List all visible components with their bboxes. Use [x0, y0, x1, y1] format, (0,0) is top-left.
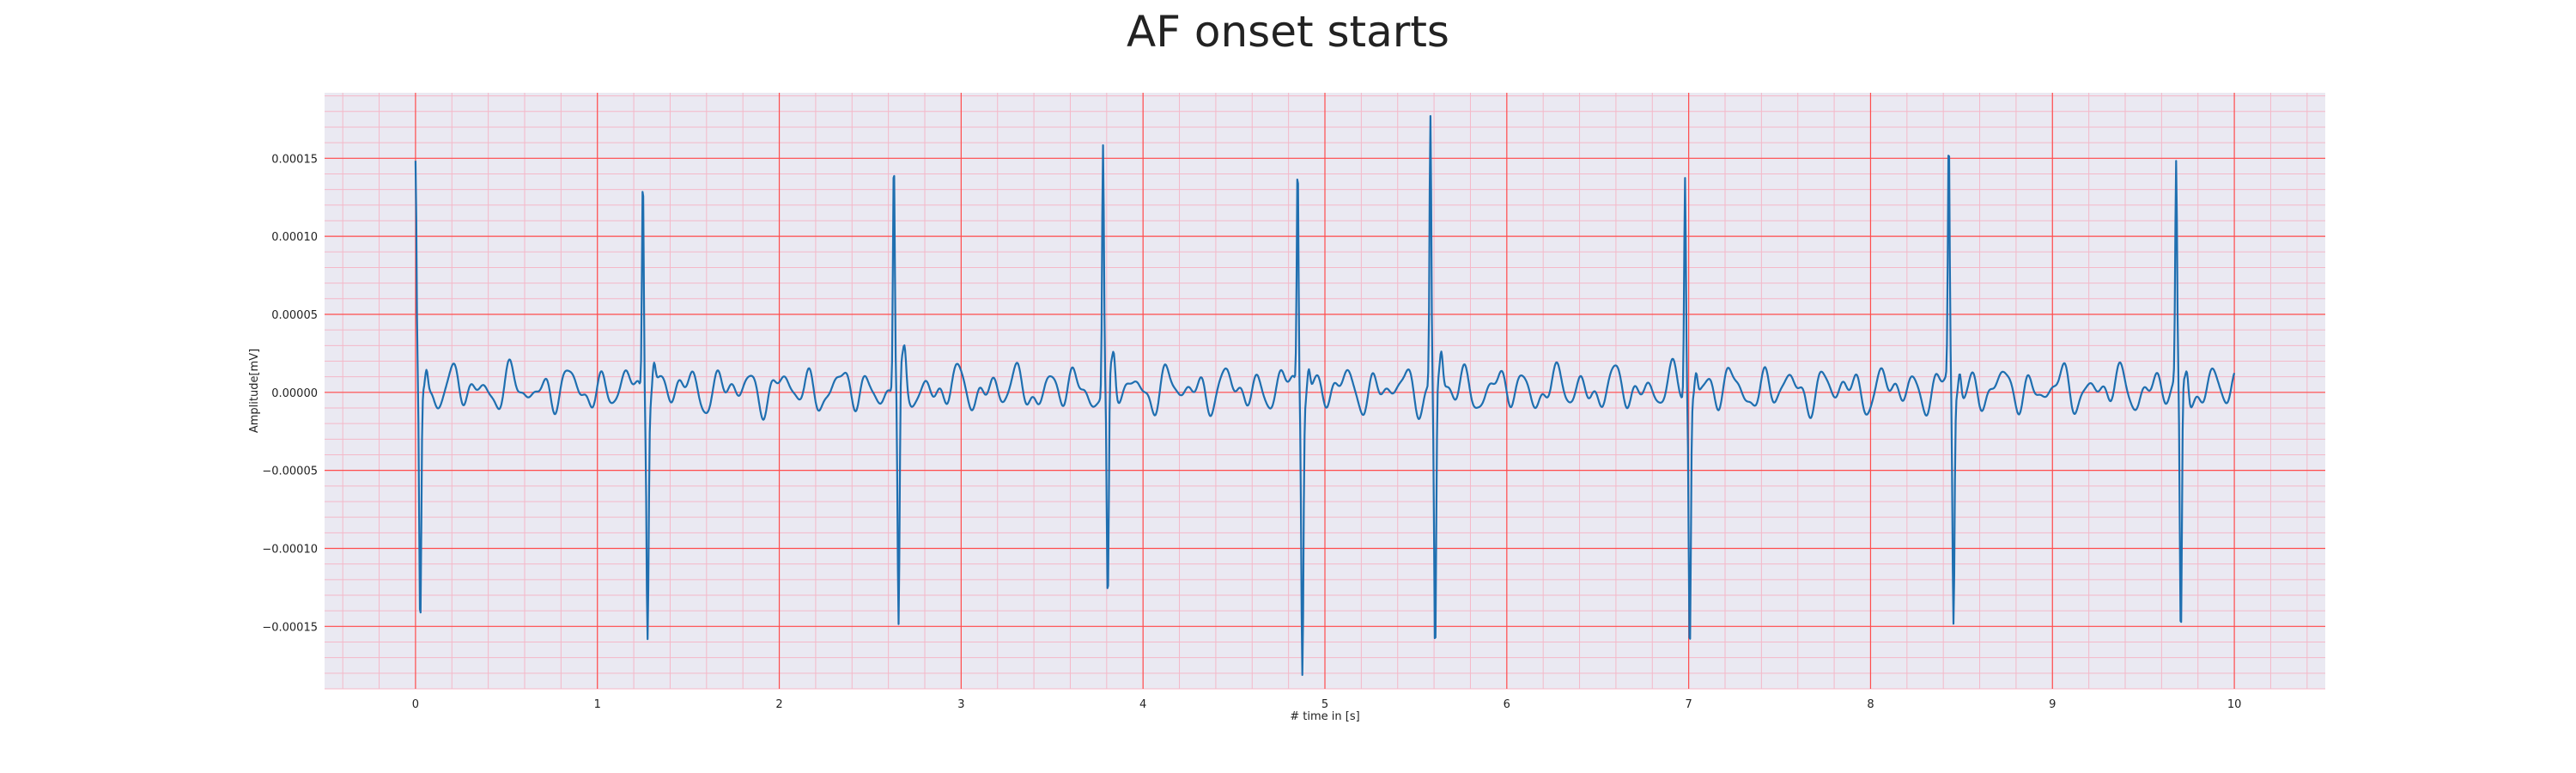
y-tick-label: 0.00010: [271, 231, 318, 244]
x-tick-label: 1: [594, 698, 601, 711]
ecg-series-line: [414, 115, 2236, 676]
x-tick-label: 5: [1321, 698, 1328, 711]
ticks: 0 1 2 3 4 5 6 7 8 9 10 0.00015 0.00010 0.00005 0.00000…: [262, 153, 2241, 711]
x-tick-label: 10: [2227, 698, 2242, 711]
y-axis-label: Amplitude[mV]: [248, 349, 261, 433]
y-tick-label: −0.00015: [262, 621, 318, 634]
x-tick-label: 7: [1685, 698, 1692, 711]
y-tick-label: 0.00015: [271, 153, 318, 166]
y-tick-label: −0.00010: [262, 543, 318, 556]
x-tick-label: 0: [412, 698, 419, 711]
x-tick-label: 2: [775, 698, 782, 711]
x-tick-label: 9: [2049, 698, 2056, 711]
y-tick-label: −0.00005: [262, 466, 318, 478]
x-tick-label: 3: [957, 698, 964, 711]
grid: [325, 93, 2325, 690]
chart-title: AF onset starts: [1127, 7, 1449, 57]
y-tick-label: 0.00005: [271, 309, 318, 322]
y-tick-label: 0.00000: [271, 387, 318, 400]
x-tick-label: 4: [1139, 698, 1146, 711]
x-tick-label: 8: [1867, 698, 1874, 711]
x-tick-label: 6: [1504, 698, 1510, 711]
x-axis-label: # time in [s]: [1290, 710, 1359, 723]
